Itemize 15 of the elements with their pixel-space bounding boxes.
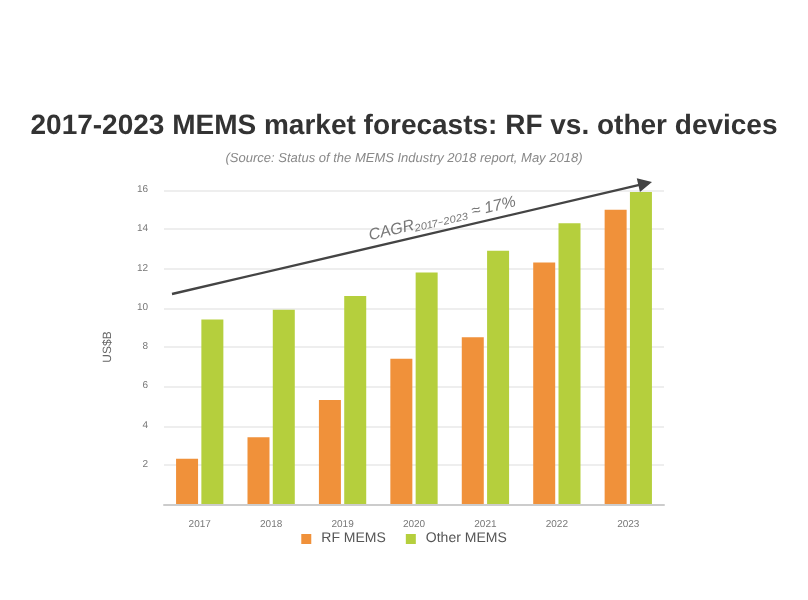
bar xyxy=(272,309,295,504)
bar xyxy=(201,319,224,504)
bar xyxy=(461,337,484,504)
bar xyxy=(318,399,341,504)
bar xyxy=(247,437,270,504)
chart-title: 2017-2023 MEMS market forecasts: RF vs. other devices xyxy=(30,108,778,140)
bar xyxy=(558,223,581,504)
bar xyxy=(344,295,367,504)
bar xyxy=(487,250,510,504)
bar xyxy=(415,272,438,504)
bar xyxy=(390,358,413,504)
bar xyxy=(604,209,627,504)
bar xyxy=(176,458,199,504)
bar xyxy=(629,191,652,504)
bar xyxy=(533,262,556,504)
